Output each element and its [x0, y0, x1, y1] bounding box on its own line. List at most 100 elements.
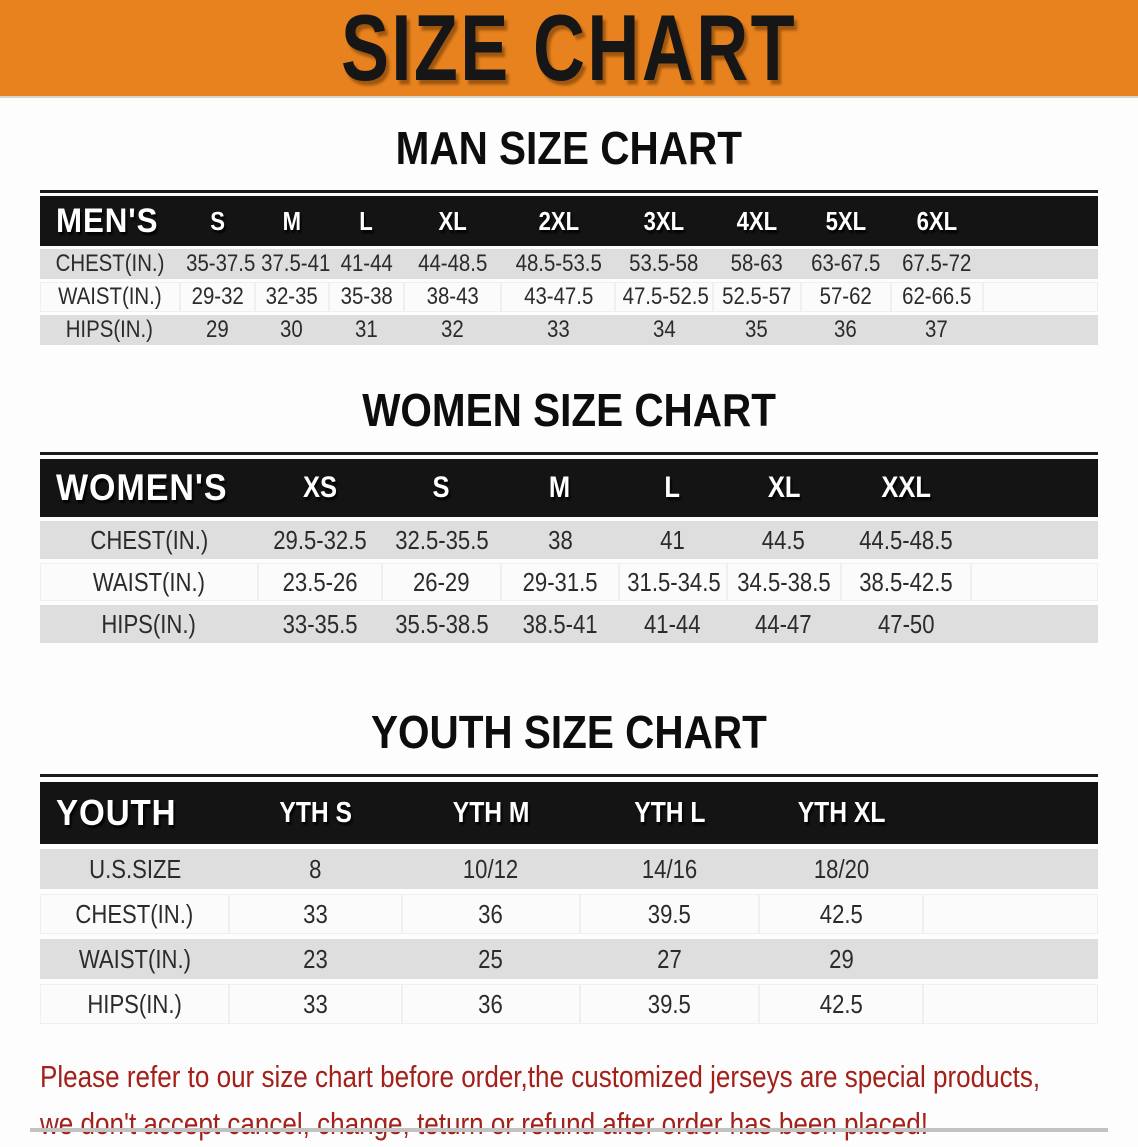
man-size-section: MAN SIZE CHART MEN'S S M L XL 2XL 3XL 4XL 5XL 6XL… — [0, 124, 1138, 348]
size-value-cell-text: 44.5 — [762, 524, 806, 555]
size-value-cell-text: 14/16 — [641, 853, 698, 884]
table-corner-label-text: WOMEN'S — [56, 467, 228, 508]
order-disclaimer-note: Please refer to our size chart before or… — [40, 1053, 1138, 1147]
measurement-row: CHEST(IN.) 29.5-32.5 32.5-35.5 38 41 44.5 44.5… — [40, 521, 1098, 559]
size-column-header: L — [618, 459, 727, 517]
size-column-header: XL — [726, 459, 841, 517]
size-value-cell: 37 — [890, 315, 983, 345]
row-label: U.S.SIZE — [40, 849, 230, 889]
page-title: SIZE CHART — [341, 0, 797, 102]
table-header-row: WOMEN'S XS S M L XL XXL — [40, 459, 1098, 517]
size-value-cell: 27 — [579, 939, 760, 979]
size-value-cell-text: 43-47.5 — [523, 283, 593, 310]
size-column-header-text: 6XL — [916, 205, 957, 236]
size-value-cell: 29 — [759, 939, 924, 979]
women-table-top-border — [40, 452, 1098, 455]
row-label-text: HIPS(IN.) — [87, 988, 182, 1019]
size-value-cell: 35.5-38.5 — [381, 605, 502, 643]
size-column-header: S — [179, 196, 255, 246]
size-value-cell-text: 32.5-35.5 — [394, 524, 489, 555]
size-value-cell-text: 44-48.5 — [417, 250, 488, 277]
row-label: HIPS(IN.) — [40, 984, 230, 1024]
size-value-cell-text: 38-43 — [426, 283, 479, 310]
measurement-row: HIPS(IN.) 33 36 39.5 42.5 — [40, 984, 1098, 1024]
size-value-cell-text: 32-35 — [265, 283, 318, 310]
size-value-cell: 35-37.5 — [179, 249, 255, 279]
size-value-cell-text: 47-50 — [877, 608, 935, 639]
size-column-header: S — [381, 459, 502, 517]
row-label: CHEST(IN.) — [40, 894, 230, 934]
size-column-header-text: 4XL — [736, 205, 777, 236]
size-value-cell: 41-44 — [328, 249, 404, 279]
row-filler-cell — [923, 849, 1098, 889]
size-value-cell-text: 36 — [834, 316, 857, 343]
size-column-header: YTH L — [579, 782, 760, 844]
size-value-cell: 62-66.5 — [890, 282, 983, 312]
size-column-header: 5XL — [800, 196, 891, 246]
size-value-cell-text: 23 — [303, 943, 328, 974]
size-column-header-text: XXL — [881, 471, 931, 504]
size-value-cell-text: 34.5-38.5 — [737, 566, 831, 597]
size-value-cell: 8 — [229, 849, 402, 889]
row-filler-cell — [982, 282, 1098, 312]
size-value-cell-text: 42.5 — [819, 898, 863, 929]
size-value-cell: 25 — [401, 939, 580, 979]
size-value-cell: 38 — [501, 521, 619, 559]
size-value-cell: 29-31.5 — [501, 563, 619, 601]
size-value-cell: 48.5-53.5 — [501, 249, 616, 279]
size-value-cell-text: 36 — [478, 898, 503, 929]
size-value-cell-text: 8 — [309, 853, 322, 884]
size-chart-banner: SIZE CHART — [0, 0, 1138, 102]
size-value-cell-text: 35.5-38.5 — [394, 608, 489, 639]
size-column-header: XXL — [840, 459, 971, 517]
size-value-cell-text: 31.5-34.5 — [626, 566, 721, 597]
row-label: HIPS(IN.) — [40, 605, 258, 643]
size-column-header: YTH S — [229, 782, 402, 844]
size-value-cell-text: 47.5-52.5 — [623, 283, 710, 310]
size-value-cell: 43-47.5 — [501, 282, 616, 312]
size-value-cell: 57-62 — [800, 282, 891, 312]
size-value-cell: 30 — [254, 315, 329, 345]
size-column-header: 2XL — [501, 196, 616, 246]
size-column-header: 4XL — [712, 196, 801, 246]
row-label: CHEST(IN.) — [40, 249, 180, 279]
table-corner-label-text: MEN'S — [56, 201, 159, 240]
size-column-header-text: 5XL — [825, 205, 866, 236]
size-column-header-text: XS — [302, 471, 337, 504]
table-corner-label-text: YOUTH — [56, 792, 177, 833]
size-value-cell-text: 35 — [745, 316, 769, 343]
size-value-cell: 31.5-34.5 — [618, 563, 727, 601]
size-value-cell: 23.5-26 — [257, 563, 382, 601]
measurement-row: HIPS(IN.) 29 30 31 32 33 34 35 36 37 — [40, 315, 1098, 345]
row-label-text: WAIST(IN.) — [58, 283, 162, 310]
row-label-text: HIPS(IN.) — [101, 608, 197, 639]
measurement-row: HIPS(IN.) 33-35.5 35.5-38.5 38.5-41 41-44 44-… — [40, 605, 1098, 643]
size-value-cell-text: 37 — [925, 316, 948, 343]
size-value-cell: 42.5 — [759, 984, 924, 1024]
size-value-cell: 31 — [328, 315, 404, 345]
size-column-header: XS — [257, 459, 382, 517]
size-value-cell: 32-35 — [254, 282, 329, 312]
size-value-cell-text: 41-44 — [644, 608, 701, 639]
size-column-header: M — [254, 196, 329, 246]
size-value-cell: 32.5-35.5 — [381, 521, 502, 559]
size-value-cell: 36 — [800, 315, 891, 345]
women-size-table: WOMEN'S XS S M L XL XXL CHEST(IN.) 29.5-32.5 32.5… — [40, 455, 1098, 647]
size-value-cell-text: 41 — [660, 524, 685, 555]
size-value-cell: 53.5-58 — [615, 249, 713, 279]
size-column-header-text: S — [432, 471, 450, 504]
women-size-section: WOMEN SIZE CHART WOMEN'S XS S M L XL XXL CHEST(… — [0, 386, 1138, 647]
size-value-cell: 47-50 — [840, 605, 971, 643]
size-value-cell-text: 36 — [478, 988, 503, 1019]
size-column-header: 6XL — [890, 196, 983, 246]
size-column-header-text: L — [664, 471, 681, 504]
size-value-cell-text: 62-66.5 — [901, 283, 972, 310]
size-column-header-text: M — [282, 205, 301, 236]
size-value-cell: 38.5-42.5 — [840, 563, 971, 601]
size-value-cell: 42.5 — [759, 894, 924, 934]
size-column-header: YTH M — [401, 782, 580, 844]
row-label-text: HIPS(IN.) — [66, 316, 154, 343]
size-value-cell: 32 — [403, 315, 502, 345]
size-value-cell-text: 37.5-41 — [260, 250, 331, 277]
size-value-cell: 58-63 — [712, 249, 801, 279]
